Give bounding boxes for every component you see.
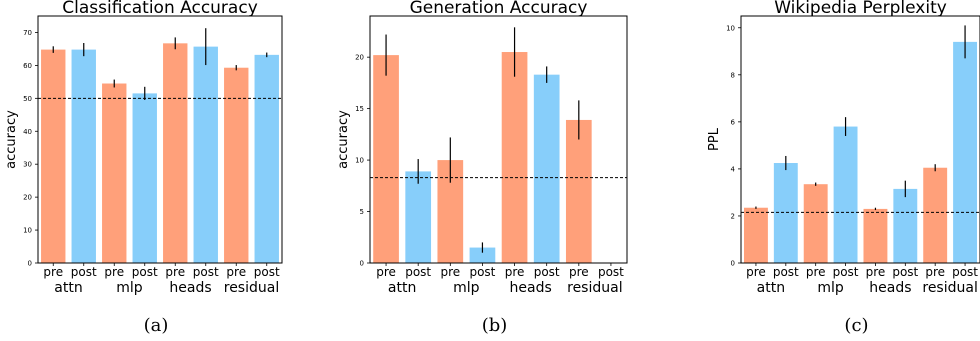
x-tick-label: post xyxy=(952,265,978,279)
group-label-attn: attn xyxy=(54,280,82,296)
x-tick-label: post xyxy=(405,265,431,279)
x-tick-label: post xyxy=(892,265,918,279)
group-label-mlp: mlp xyxy=(817,280,844,296)
y-tick-label: 0 xyxy=(731,260,735,268)
panel-caption: (b) xyxy=(482,315,508,336)
x-tick-label: post xyxy=(773,265,799,279)
bar-attn-post xyxy=(773,163,798,263)
y-tick-label: 6 xyxy=(731,118,736,126)
bar-attn-pre xyxy=(41,49,66,264)
bar-residual-pre xyxy=(565,119,592,263)
group-label-heads: heads xyxy=(510,280,552,296)
x-tick-label: post xyxy=(833,265,859,279)
y-axis-label: accuracy xyxy=(336,110,351,169)
x-tick-label: pre xyxy=(866,265,886,279)
y-tick-label: 10 xyxy=(23,227,32,235)
x-tick-label: pre xyxy=(806,265,826,279)
bar-heads-post xyxy=(893,188,918,263)
bar-attn-pre xyxy=(743,207,768,263)
bar-heads-post xyxy=(533,74,560,263)
x-tick-label: pre xyxy=(226,265,246,279)
y-tick-label: 5 xyxy=(360,208,364,216)
x-tick-label: pre xyxy=(104,265,124,279)
group-label-residual: residual xyxy=(224,280,279,296)
bar-mlp-post xyxy=(469,247,496,263)
bar-residual-post xyxy=(953,41,978,263)
bar-residual-pre xyxy=(923,167,948,263)
y-tick-label: 10 xyxy=(355,157,364,165)
y-tick-label: 10 xyxy=(726,24,735,32)
x-tick-label: pre xyxy=(43,265,63,279)
bar-residual-post xyxy=(254,54,279,263)
y-tick-label: 70 xyxy=(23,29,32,37)
bar-heads-pre xyxy=(501,52,528,263)
x-tick-label: pre xyxy=(376,265,396,279)
panel-caption: (a) xyxy=(144,315,169,336)
x-tick-label: post xyxy=(193,265,219,279)
x-tick-label: pre xyxy=(165,265,185,279)
y-tick-label: 20 xyxy=(23,194,32,202)
bar-attn-pre xyxy=(373,55,399,263)
group-label-attn: attn xyxy=(757,280,785,296)
y-tick-label: 15 xyxy=(355,105,364,113)
bar-heads-post xyxy=(193,46,218,263)
plot-frame xyxy=(740,15,980,264)
y-tick-label: 0 xyxy=(28,260,32,268)
y-tick-label: 8 xyxy=(731,71,735,79)
x-tick-label: post xyxy=(534,265,560,279)
bar-heads-pre xyxy=(163,43,188,263)
panel-caption: (c) xyxy=(844,315,868,336)
chart-title: Classification Accuracy xyxy=(62,0,258,18)
x-tick-label: pre xyxy=(746,265,766,279)
x-tick-label: post xyxy=(254,265,280,279)
y-tick-label: 2 xyxy=(731,212,735,220)
y-axis-label: PPL xyxy=(707,127,722,151)
group-label-mlp: mlp xyxy=(116,280,143,296)
x-tick-label: pre xyxy=(569,265,589,279)
bar-mlp-pre xyxy=(803,184,828,263)
group-label-residual: residual xyxy=(567,280,622,296)
bar-heads-pre xyxy=(863,208,888,263)
x-tick-label: post xyxy=(71,265,97,279)
y-tick-label: 0 xyxy=(360,260,364,268)
group-label-heads: heads xyxy=(869,280,911,296)
y-tick-label: 30 xyxy=(23,161,32,169)
group-label-mlp: mlp xyxy=(453,280,480,296)
plot-frame xyxy=(37,15,283,264)
y-axis-label: accuracy xyxy=(4,110,19,169)
x-tick-label: post xyxy=(132,265,158,279)
bar-mlp-post xyxy=(132,93,157,263)
group-label-residual: residual xyxy=(922,280,977,296)
group-label-attn: attn xyxy=(388,280,416,296)
y-tick-label: 60 xyxy=(23,62,32,70)
bar-residual-pre xyxy=(224,67,249,264)
y-tick-label: 4 xyxy=(731,165,736,173)
bar-attn-post xyxy=(405,171,432,263)
group-label-heads: heads xyxy=(169,280,211,296)
x-tick-label: pre xyxy=(925,265,945,279)
y-tick-label: 40 xyxy=(23,128,32,136)
x-tick-label: post xyxy=(469,265,495,279)
bar-mlp-pre xyxy=(102,83,127,263)
bar-attn-post xyxy=(71,49,96,264)
chart-title: Wikipedia Perplexity xyxy=(774,0,947,18)
x-tick-label: post xyxy=(598,265,624,279)
plot-frame xyxy=(369,15,628,264)
x-tick-label: pre xyxy=(505,265,525,279)
chart-title: Generation Accuracy xyxy=(410,0,588,18)
y-tick-label: 20 xyxy=(355,54,364,62)
x-tick-label: pre xyxy=(440,265,460,279)
bar-mlp-post xyxy=(833,126,858,263)
y-tick-label: 50 xyxy=(23,95,32,103)
